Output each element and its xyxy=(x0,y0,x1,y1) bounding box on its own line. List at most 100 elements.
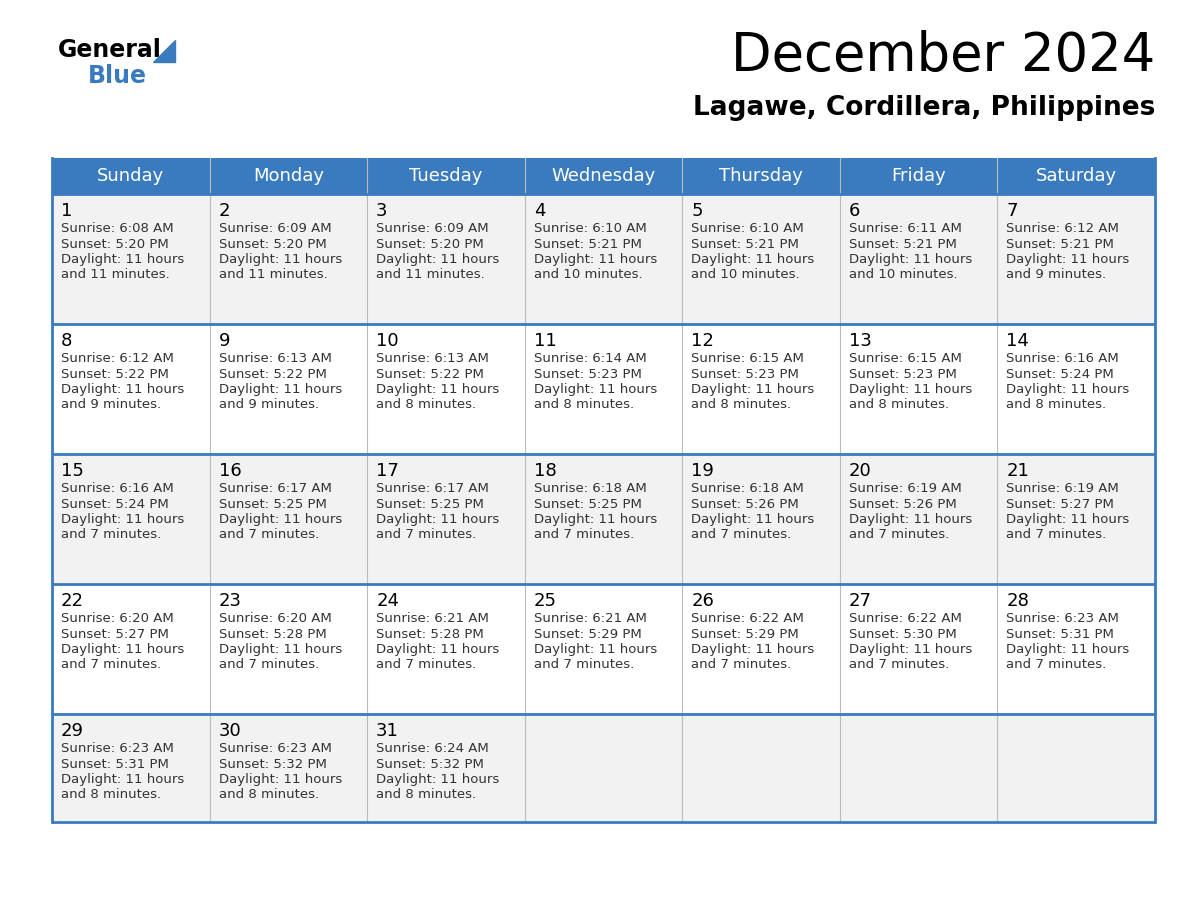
Text: Sunset: 5:20 PM: Sunset: 5:20 PM xyxy=(219,238,327,251)
Text: 18: 18 xyxy=(533,462,556,480)
Bar xyxy=(52,194,1155,324)
Text: and 7 minutes.: and 7 minutes. xyxy=(533,658,634,671)
Text: 11: 11 xyxy=(533,332,556,350)
Text: 5: 5 xyxy=(691,202,703,220)
Text: Sunrise: 6:19 AM: Sunrise: 6:19 AM xyxy=(849,482,961,495)
Text: Sunrise: 6:09 AM: Sunrise: 6:09 AM xyxy=(219,222,331,235)
Text: 27: 27 xyxy=(849,592,872,610)
Text: 25: 25 xyxy=(533,592,557,610)
Text: 13: 13 xyxy=(849,332,872,350)
Text: Daylight: 11 hours: Daylight: 11 hours xyxy=(691,253,815,266)
Text: Daylight: 11 hours: Daylight: 11 hours xyxy=(691,643,815,656)
Text: 14: 14 xyxy=(1006,332,1029,350)
Text: 22: 22 xyxy=(61,592,84,610)
Text: Sunset: 5:22 PM: Sunset: 5:22 PM xyxy=(377,367,484,380)
Text: Sunrise: 6:22 AM: Sunrise: 6:22 AM xyxy=(691,612,804,625)
Text: 9: 9 xyxy=(219,332,230,350)
Text: Thursday: Thursday xyxy=(719,167,803,185)
Text: 6: 6 xyxy=(849,202,860,220)
Text: Daylight: 11 hours: Daylight: 11 hours xyxy=(377,513,499,526)
Text: Sunset: 5:23 PM: Sunset: 5:23 PM xyxy=(849,367,956,380)
Text: Sunrise: 6:18 AM: Sunrise: 6:18 AM xyxy=(691,482,804,495)
Text: Sunset: 5:29 PM: Sunset: 5:29 PM xyxy=(533,628,642,641)
Text: Wednesday: Wednesday xyxy=(551,167,656,185)
Text: Sunset: 5:32 PM: Sunset: 5:32 PM xyxy=(377,757,484,770)
Text: Daylight: 11 hours: Daylight: 11 hours xyxy=(1006,513,1130,526)
Text: 12: 12 xyxy=(691,332,714,350)
Text: Sunrise: 6:13 AM: Sunrise: 6:13 AM xyxy=(219,352,331,365)
Text: and 7 minutes.: and 7 minutes. xyxy=(61,529,162,542)
Text: Sunset: 5:28 PM: Sunset: 5:28 PM xyxy=(219,628,327,641)
Text: Sunset: 5:24 PM: Sunset: 5:24 PM xyxy=(1006,367,1114,380)
Text: and 8 minutes.: and 8 minutes. xyxy=(1006,398,1106,411)
Text: Daylight: 11 hours: Daylight: 11 hours xyxy=(219,253,342,266)
Text: Sunset: 5:25 PM: Sunset: 5:25 PM xyxy=(533,498,642,510)
Text: Sunset: 5:21 PM: Sunset: 5:21 PM xyxy=(849,238,956,251)
Text: 31: 31 xyxy=(377,722,399,740)
Text: 23: 23 xyxy=(219,592,241,610)
Text: Sunrise: 6:16 AM: Sunrise: 6:16 AM xyxy=(1006,352,1119,365)
Text: and 11 minutes.: and 11 minutes. xyxy=(377,268,485,282)
Text: Daylight: 11 hours: Daylight: 11 hours xyxy=(1006,383,1130,396)
Text: Daylight: 11 hours: Daylight: 11 hours xyxy=(377,383,499,396)
Text: Sunrise: 6:14 AM: Sunrise: 6:14 AM xyxy=(533,352,646,365)
Text: and 7 minutes.: and 7 minutes. xyxy=(533,529,634,542)
Text: Daylight: 11 hours: Daylight: 11 hours xyxy=(849,513,972,526)
Text: 29: 29 xyxy=(61,722,84,740)
Text: and 10 minutes.: and 10 minutes. xyxy=(533,268,643,282)
Text: and 10 minutes.: and 10 minutes. xyxy=(691,268,800,282)
Text: and 8 minutes.: and 8 minutes. xyxy=(61,789,162,801)
Text: Daylight: 11 hours: Daylight: 11 hours xyxy=(849,383,972,396)
Text: and 7 minutes.: and 7 minutes. xyxy=(1006,529,1107,542)
Text: and 9 minutes.: and 9 minutes. xyxy=(1006,268,1106,282)
Text: Sunrise: 6:08 AM: Sunrise: 6:08 AM xyxy=(61,222,173,235)
Text: Daylight: 11 hours: Daylight: 11 hours xyxy=(219,513,342,526)
Text: Daylight: 11 hours: Daylight: 11 hours xyxy=(533,513,657,526)
Text: Daylight: 11 hours: Daylight: 11 hours xyxy=(219,383,342,396)
Text: Sunset: 5:26 PM: Sunset: 5:26 PM xyxy=(691,498,800,510)
Text: 10: 10 xyxy=(377,332,399,350)
Text: and 7 minutes.: and 7 minutes. xyxy=(219,529,318,542)
Text: Sunrise: 6:10 AM: Sunrise: 6:10 AM xyxy=(533,222,646,235)
Text: and 8 minutes.: and 8 minutes. xyxy=(219,789,318,801)
Text: Sunrise: 6:09 AM: Sunrise: 6:09 AM xyxy=(377,222,488,235)
Text: and 8 minutes.: and 8 minutes. xyxy=(377,398,476,411)
Text: Blue: Blue xyxy=(88,64,147,88)
Text: Sunrise: 6:20 AM: Sunrise: 6:20 AM xyxy=(61,612,173,625)
Text: Sunrise: 6:17 AM: Sunrise: 6:17 AM xyxy=(377,482,489,495)
Bar xyxy=(52,324,1155,454)
Text: Lagawe, Cordillera, Philippines: Lagawe, Cordillera, Philippines xyxy=(693,95,1155,121)
Text: and 11 minutes.: and 11 minutes. xyxy=(219,268,328,282)
Text: Sunrise: 6:21 AM: Sunrise: 6:21 AM xyxy=(377,612,489,625)
Text: 2: 2 xyxy=(219,202,230,220)
Text: Sunrise: 6:11 AM: Sunrise: 6:11 AM xyxy=(849,222,962,235)
Text: and 7 minutes.: and 7 minutes. xyxy=(691,529,791,542)
Text: Sunrise: 6:10 AM: Sunrise: 6:10 AM xyxy=(691,222,804,235)
Text: Tuesday: Tuesday xyxy=(409,167,482,185)
Text: and 7 minutes.: and 7 minutes. xyxy=(61,658,162,671)
Text: Sunset: 5:31 PM: Sunset: 5:31 PM xyxy=(61,757,169,770)
Bar xyxy=(52,714,1155,822)
Text: and 8 minutes.: and 8 minutes. xyxy=(377,789,476,801)
Text: Monday: Monday xyxy=(253,167,324,185)
Text: Sunrise: 6:13 AM: Sunrise: 6:13 AM xyxy=(377,352,489,365)
Text: and 7 minutes.: and 7 minutes. xyxy=(219,658,318,671)
Text: Sunset: 5:29 PM: Sunset: 5:29 PM xyxy=(691,628,800,641)
Text: Daylight: 11 hours: Daylight: 11 hours xyxy=(61,383,184,396)
Text: and 8 minutes.: and 8 minutes. xyxy=(849,398,949,411)
Text: Sunset: 5:20 PM: Sunset: 5:20 PM xyxy=(61,238,169,251)
Text: Sunset: 5:23 PM: Sunset: 5:23 PM xyxy=(691,367,800,380)
Text: Sunrise: 6:15 AM: Sunrise: 6:15 AM xyxy=(849,352,962,365)
Text: Sunrise: 6:23 AM: Sunrise: 6:23 AM xyxy=(219,742,331,755)
Text: Sunrise: 6:23 AM: Sunrise: 6:23 AM xyxy=(1006,612,1119,625)
Text: and 10 minutes.: and 10 minutes. xyxy=(849,268,958,282)
Text: and 7 minutes.: and 7 minutes. xyxy=(1006,658,1107,671)
Text: Sunset: 5:28 PM: Sunset: 5:28 PM xyxy=(377,628,484,641)
Text: Sunset: 5:27 PM: Sunset: 5:27 PM xyxy=(1006,498,1114,510)
Text: Daylight: 11 hours: Daylight: 11 hours xyxy=(377,643,499,656)
Text: Sunrise: 6:19 AM: Sunrise: 6:19 AM xyxy=(1006,482,1119,495)
Text: Daylight: 11 hours: Daylight: 11 hours xyxy=(691,513,815,526)
Text: Daylight: 11 hours: Daylight: 11 hours xyxy=(61,643,184,656)
Text: Daylight: 11 hours: Daylight: 11 hours xyxy=(377,253,499,266)
Text: and 7 minutes.: and 7 minutes. xyxy=(849,658,949,671)
